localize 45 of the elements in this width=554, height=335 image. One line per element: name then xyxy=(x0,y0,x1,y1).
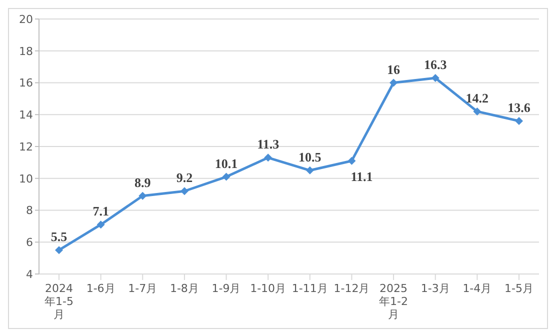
x-tick-label: 1-4月 xyxy=(462,282,492,295)
data-label: 16.3 xyxy=(424,56,448,72)
y-tick-label: 6 xyxy=(26,236,33,250)
y-tick-label: 12 xyxy=(19,140,33,154)
x-tick-label: 1-10月 xyxy=(250,282,286,295)
x-tick-label: 1-9月 xyxy=(212,282,241,295)
point xyxy=(348,156,356,165)
x-tick-label: 1-5月 xyxy=(504,282,534,295)
y-tick-label: 8 xyxy=(26,204,33,218)
x-tick-label: 1-8月 xyxy=(170,282,199,295)
data-label: 10.1 xyxy=(214,156,238,171)
data-label: 10.5 xyxy=(298,149,322,164)
data-label: 11.1 xyxy=(350,168,373,184)
y-tick-label: 20 xyxy=(19,12,33,26)
y-tick-label: 14 xyxy=(19,108,33,122)
point xyxy=(180,187,188,196)
point xyxy=(431,74,440,82)
x-tick-label: 1-6月 xyxy=(86,282,116,295)
y-tick-label: 18 xyxy=(19,44,33,58)
data-label: 13.6 xyxy=(508,100,531,115)
point xyxy=(138,192,147,200)
point xyxy=(306,166,314,174)
y-tick-label: 10 xyxy=(19,172,33,186)
y-tick-label: 4 xyxy=(26,268,33,281)
point xyxy=(390,78,398,87)
data-label: 14.2 xyxy=(466,90,489,106)
point xyxy=(96,220,105,229)
y-tick-label: 16 xyxy=(19,76,33,90)
data-label: 7.1 xyxy=(92,204,109,219)
x-tick-label: 1-3月 xyxy=(420,282,450,295)
point xyxy=(55,246,63,254)
data-label: 5.5 xyxy=(50,229,68,244)
data-label: 8.9 xyxy=(134,174,152,190)
data-label: 9.2 xyxy=(176,170,193,186)
x-tick-label: 2024年1-5月 xyxy=(44,282,74,321)
x-tick-label: 1-12月 xyxy=(334,282,370,295)
data-label: 11.3 xyxy=(257,136,280,152)
x-tick-label: 1-11月 xyxy=(292,282,328,295)
point xyxy=(222,172,230,181)
data-label: 16 xyxy=(387,62,401,77)
point xyxy=(473,107,482,116)
point xyxy=(515,117,523,125)
x-tick-label: 1-7月 xyxy=(128,282,158,295)
x-tick-label: 2025年1-2月 xyxy=(379,282,408,321)
point xyxy=(264,154,272,162)
